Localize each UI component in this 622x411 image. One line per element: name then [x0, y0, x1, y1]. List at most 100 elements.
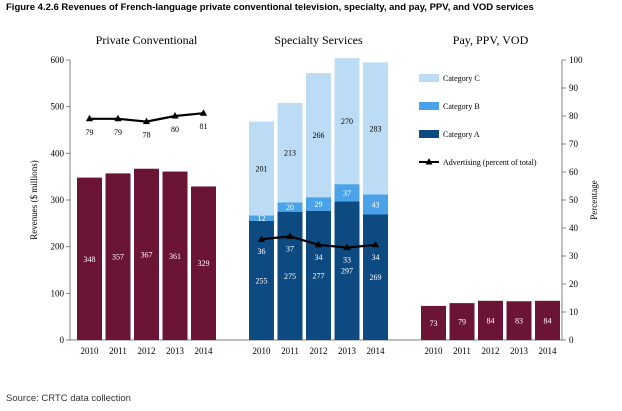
bar-conventional — [449, 303, 475, 340]
x-tick-label: 2013 — [338, 346, 357, 356]
advertising-value-label: 79 — [114, 128, 122, 137]
bar-value-label: 201 — [256, 165, 268, 174]
legend-label: Category C — [443, 74, 480, 83]
y-axis-title: Revenues ($ millions) — [29, 160, 39, 240]
bar-conventional — [535, 300, 560, 340]
legend-marker — [425, 158, 433, 165]
bar-value-label: 361 — [169, 252, 181, 261]
y2-tick-label: 90 — [569, 83, 579, 93]
x-tick-label: 2014 — [367, 346, 386, 356]
group-title: Specialty Services — [274, 33, 363, 47]
bar-value-label: 73 — [430, 319, 438, 328]
bar-category_b — [334, 184, 360, 202]
bar-value-label: 213 — [284, 149, 296, 158]
y-tick-label: 200 — [51, 242, 65, 252]
x-tick-label: 2010 — [253, 346, 272, 356]
bar-category_c — [363, 62, 388, 195]
advertising-value-label: 34 — [315, 253, 323, 262]
y2-tick-label: 30 — [569, 251, 579, 261]
bar-conventional — [478, 300, 503, 340]
bar-value-label: 29 — [315, 200, 323, 209]
advertising-value-label: 34 — [372, 253, 380, 262]
legend-swatch-category_c — [419, 74, 439, 82]
y2-tick-label: 60 — [569, 167, 579, 177]
x-tick-label: 2012 — [482, 346, 500, 356]
advertising-marker — [257, 235, 266, 242]
bar-value-label: 277 — [313, 271, 325, 280]
advertising-marker — [286, 232, 294, 239]
bar-value-label: 329 — [198, 259, 210, 268]
legend-label: Category A — [443, 130, 480, 139]
bar-value-label: 275 — [284, 272, 296, 281]
y2-tick-label: 20 — [569, 279, 579, 289]
x-tick-label: 2010 — [81, 346, 100, 356]
y2-tick-label: 70 — [569, 139, 579, 149]
bar-category_b — [306, 197, 331, 211]
bar-value-label: 283 — [370, 124, 382, 133]
bar-value-label: 348 — [84, 255, 96, 264]
bar-value-label: 37 — [343, 189, 351, 198]
bar-category_a — [334, 201, 360, 340]
advertising-marker — [314, 240, 323, 248]
bar-value-label: 269 — [370, 273, 382, 282]
bar-category_b — [249, 215, 274, 221]
bar-conventional — [162, 171, 188, 340]
bar-conventional — [105, 173, 131, 340]
x-tick-label: 2011 — [281, 346, 299, 356]
y-tick-label: 400 — [51, 148, 65, 158]
x-tick-label: 2012 — [310, 346, 328, 356]
x-tick-label: 2011 — [109, 346, 127, 356]
y-tick-label: 300 — [51, 195, 65, 205]
bar-category_a — [363, 214, 388, 340]
legend-label: Advertising (percent of total) — [443, 158, 537, 167]
bar-conventional — [421, 305, 446, 340]
advertising-marker — [343, 243, 351, 251]
advertising-value-label: 79 — [86, 128, 94, 137]
y-tick-label: 600 — [51, 55, 65, 65]
y-tick-label: 100 — [51, 288, 65, 298]
bar-value-label: 266 — [313, 131, 325, 140]
y-tick-label: 500 — [51, 102, 65, 112]
bar-value-label: 84 — [487, 316, 495, 325]
advertising-value-label: 36 — [258, 247, 266, 256]
bar-category_a — [306, 210, 331, 340]
group-title: Pay, PPV, VOD — [453, 33, 529, 47]
advertising-marker — [199, 109, 208, 116]
advertising-marker — [171, 112, 179, 119]
y2-tick-label: 10 — [569, 307, 579, 317]
bar-conventional — [506, 301, 532, 340]
bar-value-label: 43 — [372, 200, 380, 209]
y2-axis-title: Percentage — [589, 180, 599, 219]
bar-category_b — [363, 194, 388, 215]
y2-tick-label: 80 — [569, 111, 579, 121]
figure-title: Figure 4.2.6 Revenues of French-language… — [6, 2, 534, 13]
bar-conventional — [134, 168, 159, 340]
bar-value-label: 83 — [515, 317, 523, 326]
bar-value-label: 79 — [458, 318, 466, 327]
bar-value-label: 367 — [141, 250, 153, 259]
advertising-value-label: 81 — [200, 122, 208, 131]
y-tick-label: 0 — [60, 335, 65, 345]
advertising-marker — [142, 117, 151, 125]
bar-value-label: 255 — [256, 277, 268, 286]
bar-category_c — [277, 102, 303, 203]
advertising-value-label: 78 — [143, 131, 151, 140]
source-note: Source: CRTC data collection — [6, 393, 131, 404]
legend-swatch-category_b — [419, 102, 439, 110]
bar-value-label: 20 — [286, 203, 294, 212]
y2-tick-label: 40 — [569, 223, 579, 233]
bar-category_c — [249, 121, 274, 216]
bar-value-label: 12 — [258, 214, 266, 223]
bar-value-label: 297 — [341, 267, 353, 276]
legend-swatch-category_a — [419, 130, 439, 138]
bar-value-label: 84 — [544, 316, 552, 325]
y2-tick-label: 100 — [569, 55, 583, 65]
y2-tick-label: 0 — [569, 335, 574, 345]
legend-label: Category B — [443, 102, 480, 111]
x-tick-label: 2014 — [539, 346, 558, 356]
x-tick-label: 2013 — [166, 346, 185, 356]
x-tick-label: 2014 — [195, 346, 214, 356]
x-tick-label: 2011 — [453, 346, 471, 356]
bar-category_c — [334, 58, 360, 185]
